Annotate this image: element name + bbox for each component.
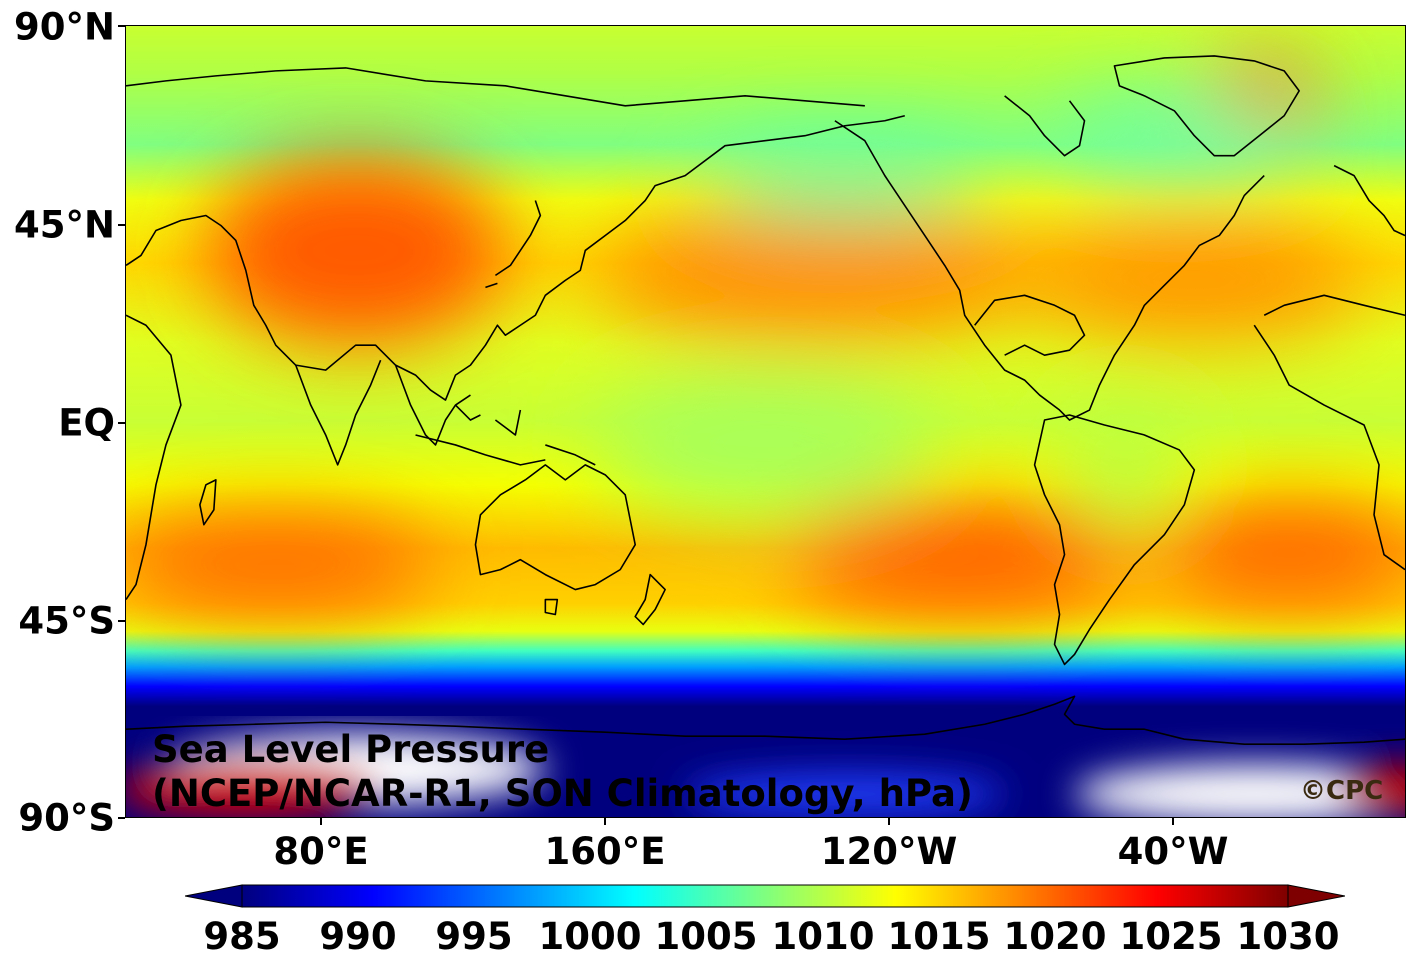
lat-tick-mark [118, 25, 125, 27]
pressure-anomaly-blobs [126, 60, 1405, 615]
lat-label-90s: 90°S [18, 796, 115, 840]
title-line-1: Sea Level Pressure [152, 728, 550, 771]
azores-high-region [1024, 220, 1365, 341]
tasmania [544, 598, 559, 616]
south-atlantic-high-region [1159, 502, 1405, 607]
madagascar [199, 479, 217, 526]
antarctic-white-ring-east [1074, 764, 1405, 817]
lat-label-90n: 90°N [14, 5, 115, 49]
colorbar-label-990: 990 [319, 915, 397, 958]
colorbar-body [241, 884, 1289, 908]
aleutian-low-region [705, 135, 985, 216]
lat-tick-mark [118, 620, 125, 622]
arctic-coast [126, 67, 865, 107]
lon-label-80e: 80°E [273, 830, 369, 873]
lat-tick-mark [118, 817, 125, 819]
title-line-2: (NCEP/NCAR-R1, SON Climatology, hPa) [152, 772, 973, 815]
greenland [1113, 55, 1300, 157]
colorbar [185, 884, 1345, 908]
cpc-credit-logo: ©CPC [1300, 776, 1384, 806]
antarctic-high-east [1339, 764, 1405, 815]
hudson-bay [1004, 95, 1086, 157]
lat-tick-mark [118, 224, 125, 226]
colorbar-label-1030: 1030 [1236, 915, 1340, 958]
antarctic-high-west [126, 761, 376, 817]
colorbar-label-1015: 1015 [887, 915, 991, 958]
japan [485, 200, 542, 289]
lon-label-160e: 160°E [544, 830, 666, 873]
lat-label-45s: 45°S [18, 599, 115, 643]
lon-tick-mark [1172, 818, 1174, 825]
colorbar-label-985: 985 [203, 915, 281, 958]
indian-ocean-high-region [126, 514, 436, 615]
lon-tick-mark [888, 818, 890, 825]
south-america-coast [1033, 414, 1196, 666]
gulf-of-mexico [974, 294, 1086, 356]
map-title: Sea Level Pressure (NCEP/NCAR-R1, SON Cl… [152, 728, 973, 816]
colorbar-label-1005: 1005 [654, 915, 758, 958]
antarctic-field [126, 734, 1405, 817]
sea-level-pressure-map [126, 26, 1405, 817]
pressure-field [126, 26, 1405, 817]
australia-coast [474, 464, 637, 591]
lat-label-eq: EQ [58, 401, 115, 445]
new-zealand [634, 573, 666, 626]
lon-tick-mark [604, 818, 606, 825]
colorbar-label-995: 995 [435, 915, 513, 958]
north-america-coast [834, 120, 1265, 421]
lon-tick-mark [320, 818, 322, 825]
europe-coast [1333, 164, 1405, 237]
map-panel [125, 25, 1406, 818]
colorbar-label-1000: 1000 [538, 915, 642, 958]
colorbar-max-extend [1287, 884, 1345, 908]
colorbar-label-1010: 1010 [771, 915, 875, 958]
coastlines [126, 55, 1405, 745]
antarctica-coast [126, 695, 1405, 745]
lon-label-120w: 120°W [820, 830, 958, 873]
indonesia-islands [415, 404, 596, 466]
colorbar-label-1020: 1020 [1003, 915, 1107, 958]
india-coast [294, 359, 382, 466]
africa-coast-east [1253, 294, 1405, 571]
lat-tick-mark [118, 422, 125, 424]
colorbar-label-1025: 1025 [1119, 915, 1223, 958]
eurasia-coast [126, 114, 905, 401]
antarctic-blue-edge [685, 774, 1005, 815]
africa-coast [126, 314, 182, 600]
lon-label-40w: 40°W [1117, 830, 1229, 873]
lat-label-45n: 45°N [14, 203, 115, 247]
tropical-pacific-low [595, 375, 935, 515]
colorbar-min-extend [185, 884, 243, 908]
north-pacific-high-region [595, 210, 1035, 341]
siberian-high-region [205, 155, 506, 346]
south-america-low [1064, 405, 1185, 525]
south-pacific-high-region [789, 504, 1130, 615]
